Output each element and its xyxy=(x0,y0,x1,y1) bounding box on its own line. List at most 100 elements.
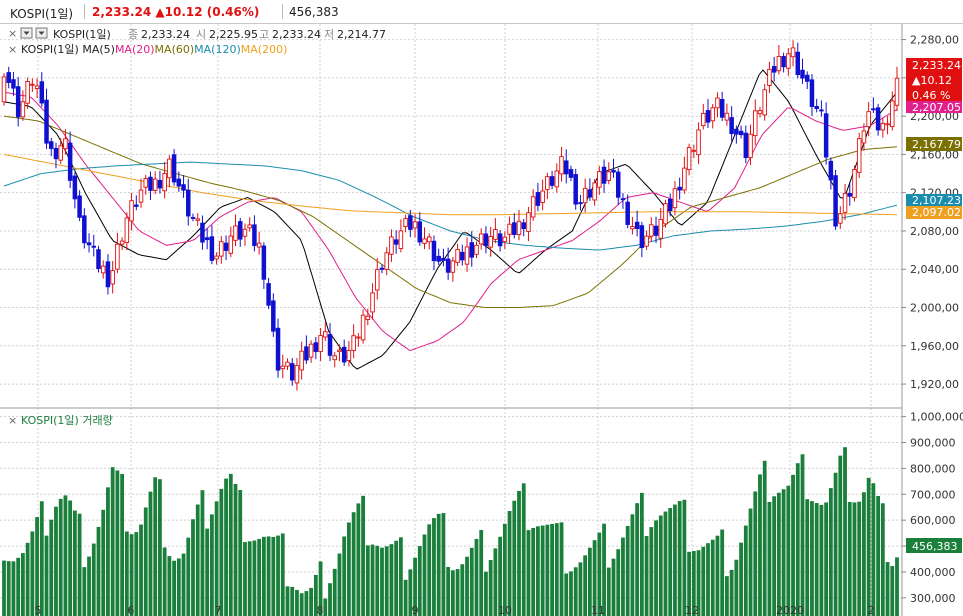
volume-bar xyxy=(313,574,318,616)
candle-body xyxy=(601,166,607,184)
candle-body xyxy=(502,236,508,242)
candle-body xyxy=(67,142,73,181)
candle-body xyxy=(195,218,200,221)
volume-bar xyxy=(564,573,569,616)
close-volume-legend-icon[interactable]: × xyxy=(8,414,17,427)
candle-body xyxy=(852,168,857,199)
volume-bar xyxy=(233,483,238,616)
volume-bar xyxy=(87,556,91,616)
volume-bar xyxy=(356,503,361,616)
volume-bar xyxy=(479,529,484,616)
ma120-legend: MA(120) xyxy=(194,43,241,56)
volume-bar xyxy=(16,557,21,616)
candle-body xyxy=(672,188,678,209)
candle-body xyxy=(781,56,786,68)
candle-body xyxy=(507,223,512,235)
candle-body xyxy=(370,292,375,313)
volume-bar xyxy=(469,547,474,616)
ma5-line xyxy=(3,69,898,370)
candle-body xyxy=(819,109,824,112)
legend-close: 2,233.24 xyxy=(141,28,190,41)
candle-body xyxy=(91,245,97,248)
legend-low-mark: 저 xyxy=(324,28,334,41)
volume-bar xyxy=(488,560,493,616)
candle-body xyxy=(564,160,569,175)
volume-bar xyxy=(531,527,536,616)
volume-bar xyxy=(413,557,417,616)
volume-bar xyxy=(512,500,517,616)
volume-bar xyxy=(625,525,630,616)
volume-bar xyxy=(148,491,153,616)
candle-body xyxy=(559,156,564,175)
volume-bar xyxy=(110,467,115,616)
volume-bar xyxy=(592,540,597,616)
close-legend-icon[interactable]: × xyxy=(8,27,17,40)
price-volume-chart[interactable]: 1,920,00 1,960,00 2,000,00 2,040,00 2,080,00… xyxy=(0,24,963,616)
candle-body xyxy=(790,47,796,58)
candle-body xyxy=(96,249,101,269)
volume-bar xyxy=(224,478,228,616)
candle-body xyxy=(455,248,460,263)
volume-bar xyxy=(20,553,25,616)
volume-bar xyxy=(663,511,668,616)
candle-body xyxy=(615,171,621,198)
candle-body xyxy=(356,336,361,339)
volume-bar xyxy=(209,514,214,616)
volume-bar xyxy=(517,490,521,616)
volume-bars xyxy=(2,447,899,616)
price-tick-label: 2,040,00 xyxy=(910,263,959,276)
legend-close-mark: 종 xyxy=(128,28,138,41)
volume-bar xyxy=(639,492,644,616)
candle-body xyxy=(809,79,815,107)
candle-body xyxy=(138,189,144,203)
volume-bar xyxy=(734,559,739,616)
volume-bar xyxy=(134,532,139,616)
volume-bar xyxy=(30,531,35,616)
price-tick-label: 2,200,00 xyxy=(910,110,959,123)
candle-body xyxy=(304,346,309,361)
legend-high-mark: 고 xyxy=(259,28,269,41)
volume-bar xyxy=(673,504,677,616)
ma200-badge xyxy=(906,206,962,219)
time-tick-label: 11 xyxy=(591,604,605,616)
candle-body xyxy=(384,252,389,270)
volume-bar xyxy=(375,545,380,616)
volume-bar xyxy=(82,567,87,616)
volume-tick-label: 700,000 xyxy=(910,488,956,501)
volume-bar xyxy=(318,561,323,616)
candle-body xyxy=(148,176,153,191)
volume-bar xyxy=(295,589,299,616)
close-ma-legend-icon[interactable]: × xyxy=(8,43,17,56)
volume-bar xyxy=(748,508,753,616)
volume-bar xyxy=(668,508,673,616)
candle-body xyxy=(1,76,7,103)
volume-bar xyxy=(743,525,748,616)
symbol-name[interactable]: KOSPI(1일) xyxy=(10,7,74,21)
volume-bar xyxy=(347,522,351,616)
volume-bar xyxy=(701,546,706,616)
chevron-down-icon xyxy=(38,31,45,35)
candle-body xyxy=(771,66,777,73)
candle-body xyxy=(223,242,229,251)
candle-body xyxy=(512,222,517,235)
time-tick-label: 7 xyxy=(215,604,222,616)
candle-body xyxy=(743,132,749,158)
price-tick-label: 2,160,00 xyxy=(910,148,959,161)
candle-body xyxy=(393,239,399,245)
volume-bar xyxy=(800,454,805,616)
volume-bar xyxy=(649,527,654,616)
time-tick-label: 6 xyxy=(128,604,135,616)
candle-body xyxy=(842,192,848,213)
volume-bar xyxy=(129,534,134,616)
volume-bar xyxy=(484,571,488,616)
volume-bar xyxy=(838,455,843,616)
candle-body xyxy=(237,221,243,240)
volume-bar xyxy=(309,587,314,616)
candle-body xyxy=(738,130,744,136)
candle-body xyxy=(341,346,347,363)
volume-bar xyxy=(44,535,49,616)
time-tick-label: 10 xyxy=(498,604,512,616)
candle-body xyxy=(200,222,205,243)
volume-bar xyxy=(219,488,224,616)
volume-bar xyxy=(819,504,824,616)
